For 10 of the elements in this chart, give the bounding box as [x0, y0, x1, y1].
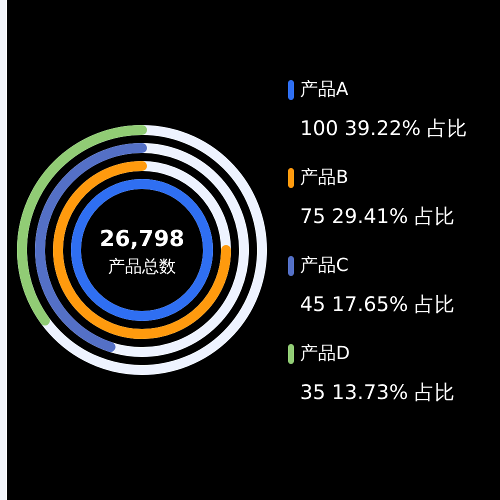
text: 产品总数	[108, 257, 176, 277]
category-label: 产品B	[300, 167, 348, 188]
data-label: 75 29.41% 占比	[300, 204, 454, 228]
data-label: 45 17.65% 占比	[300, 292, 454, 316]
data-label: 35 13.73% 占比	[300, 380, 454, 404]
category-label: 产品A	[300, 79, 349, 100]
data-label: 100 39.22% 占比	[300, 116, 468, 140]
category-label: 产品C	[300, 255, 349, 276]
text: 26,798	[100, 227, 184, 252]
category-label: 产品D	[300, 343, 350, 364]
